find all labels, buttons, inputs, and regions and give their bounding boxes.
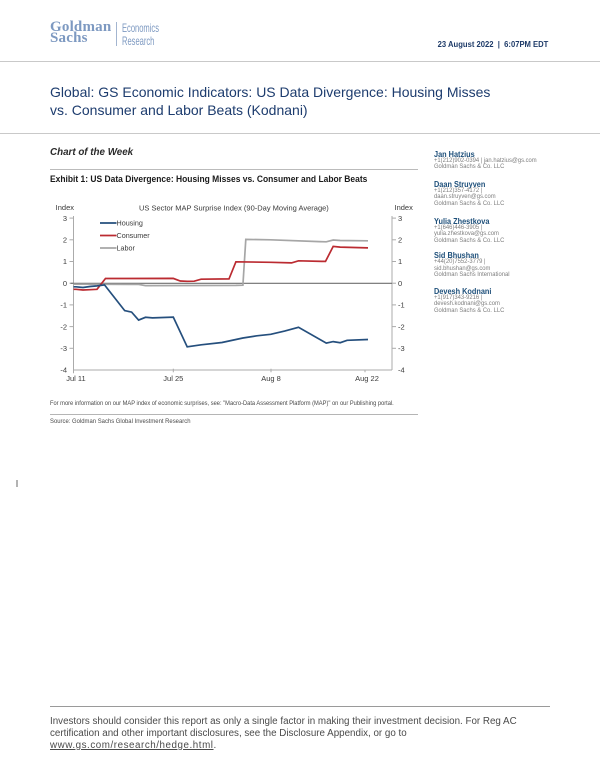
svg-text:3: 3 xyxy=(63,214,67,223)
svg-text:Jul 25: Jul 25 xyxy=(163,374,183,383)
svg-text:Aug 22: Aug 22 xyxy=(355,374,379,383)
svg-text:Index: Index xyxy=(56,203,75,212)
svg-text:-4: -4 xyxy=(398,366,405,375)
svg-text:0: 0 xyxy=(63,279,67,288)
svg-text:Aug 8: Aug 8 xyxy=(261,374,281,383)
svg-text:US Sector MAP Surprise Index (: US Sector MAP Surprise Index (90-Day Mov… xyxy=(139,204,329,213)
svg-text:1: 1 xyxy=(63,257,67,266)
svg-text:-3: -3 xyxy=(398,344,405,353)
svg-text:0: 0 xyxy=(398,279,402,288)
svg-text:Index: Index xyxy=(395,203,414,212)
svg-text:2: 2 xyxy=(398,236,402,245)
svg-text:3: 3 xyxy=(398,214,402,223)
svg-text:-2: -2 xyxy=(398,322,405,331)
svg-text:2: 2 xyxy=(63,236,67,245)
svg-text:-3: -3 xyxy=(60,344,67,353)
svg-text:Consumer: Consumer xyxy=(117,231,151,240)
svg-text:Labor: Labor xyxy=(117,244,136,253)
svg-text:Jul 11: Jul 11 xyxy=(66,374,85,383)
svg-text:Housing: Housing xyxy=(117,219,143,228)
svg-text:-4: -4 xyxy=(60,366,67,375)
svg-text:-1: -1 xyxy=(398,301,405,310)
svg-text:-2: -2 xyxy=(60,322,67,331)
svg-text:-1: -1 xyxy=(60,301,67,310)
svg-text:1: 1 xyxy=(398,257,402,266)
